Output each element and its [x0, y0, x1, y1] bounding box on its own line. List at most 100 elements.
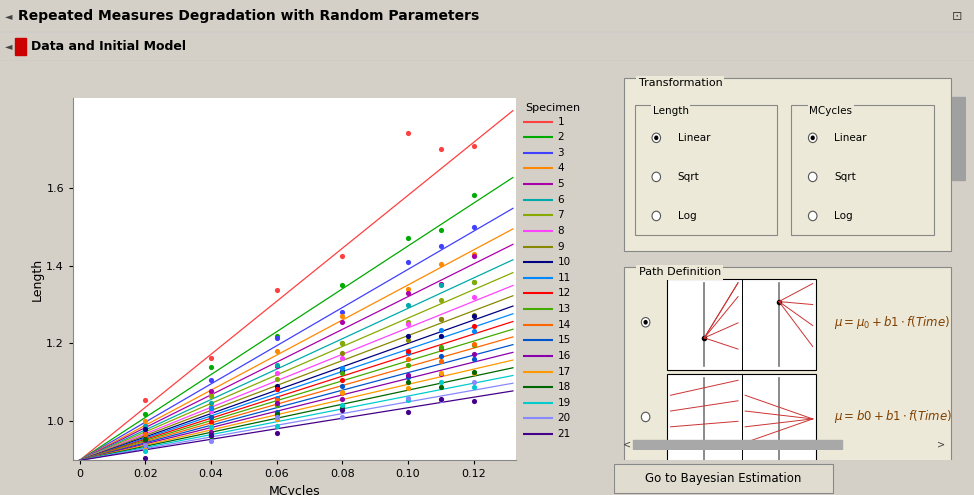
Point — [432, 383, 448, 391]
Point — [137, 436, 153, 444]
Point — [466, 143, 481, 150]
Point — [137, 435, 153, 443]
Point — [466, 350, 481, 358]
Point — [269, 413, 284, 421]
Text: 5: 5 — [557, 179, 564, 189]
Text: Path Definition: Path Definition — [639, 267, 721, 277]
Point — [466, 311, 481, 319]
Point — [334, 318, 350, 326]
Text: 9: 9 — [557, 242, 564, 251]
Point — [204, 402, 219, 410]
X-axis label: MCycles: MCycles — [269, 485, 320, 495]
Point — [466, 278, 481, 286]
FancyBboxPatch shape — [635, 105, 777, 236]
Point — [400, 320, 416, 328]
Point — [204, 354, 219, 362]
Point — [432, 296, 448, 304]
Point — [400, 129, 416, 137]
Point — [204, 418, 219, 426]
Point — [432, 357, 448, 365]
Point — [400, 408, 416, 416]
Bar — [633, 440, 842, 448]
Point — [269, 369, 284, 377]
Point — [466, 368, 481, 376]
Point — [334, 349, 350, 357]
Point — [334, 252, 350, 260]
Point — [432, 243, 448, 250]
Point — [269, 347, 284, 355]
Point — [204, 392, 219, 399]
Circle shape — [655, 136, 658, 140]
Point — [269, 429, 284, 437]
Point — [269, 382, 284, 390]
Point — [269, 386, 284, 394]
Point — [432, 395, 448, 402]
Point — [432, 260, 448, 268]
Point — [432, 227, 448, 235]
Point — [269, 399, 284, 407]
Point — [432, 345, 448, 352]
Text: 20: 20 — [557, 413, 571, 423]
Point — [204, 390, 219, 398]
Point — [334, 339, 350, 346]
Point — [400, 396, 416, 404]
Point — [466, 327, 481, 335]
Point — [432, 370, 448, 378]
Point — [400, 371, 416, 379]
Point — [466, 250, 481, 258]
Point — [334, 339, 350, 346]
Point — [466, 252, 481, 260]
Point — [400, 234, 416, 242]
Bar — [667, 279, 816, 370]
Text: 4: 4 — [557, 163, 564, 173]
Point — [137, 432, 153, 440]
FancyBboxPatch shape — [624, 267, 952, 472]
Text: 15: 15 — [557, 335, 571, 346]
Point — [269, 375, 284, 383]
Circle shape — [652, 211, 660, 221]
Point — [137, 410, 153, 418]
Circle shape — [644, 320, 648, 325]
Point — [334, 406, 350, 414]
Point — [334, 388, 350, 396]
Text: 2: 2 — [557, 132, 564, 142]
Bar — [953, 98, 965, 180]
Text: ⊡: ⊡ — [952, 9, 962, 23]
Point — [269, 361, 284, 369]
Point — [400, 285, 416, 293]
Point — [204, 363, 219, 371]
Text: 7: 7 — [557, 210, 564, 220]
Point — [466, 223, 481, 231]
Point — [269, 332, 284, 340]
Point — [334, 369, 350, 377]
Text: Log: Log — [678, 211, 696, 221]
Text: 16: 16 — [557, 351, 571, 361]
FancyBboxPatch shape — [791, 105, 933, 236]
Point — [204, 422, 219, 430]
Point — [204, 432, 219, 440]
Point — [432, 369, 448, 377]
Point — [269, 362, 284, 370]
Text: 21: 21 — [557, 429, 571, 439]
Point — [400, 258, 416, 266]
Text: ◄: ◄ — [5, 11, 13, 21]
Text: <: < — [623, 439, 631, 449]
Text: Log: Log — [834, 211, 852, 221]
Text: 13: 13 — [557, 304, 571, 314]
Point — [204, 413, 219, 421]
Circle shape — [808, 133, 817, 143]
Point — [334, 413, 350, 421]
Point — [400, 300, 416, 308]
Point — [466, 369, 481, 377]
Text: Repeated Measures Degradation with Random Parameters: Repeated Measures Degradation with Rando… — [18, 9, 479, 23]
Point — [432, 343, 448, 351]
Point — [204, 423, 219, 431]
Point — [137, 447, 153, 455]
Point — [334, 404, 350, 412]
Text: 3: 3 — [557, 148, 564, 158]
Circle shape — [652, 172, 660, 182]
Point — [269, 415, 284, 423]
Text: >: > — [937, 439, 945, 449]
Point — [432, 314, 448, 322]
Point — [466, 278, 481, 286]
